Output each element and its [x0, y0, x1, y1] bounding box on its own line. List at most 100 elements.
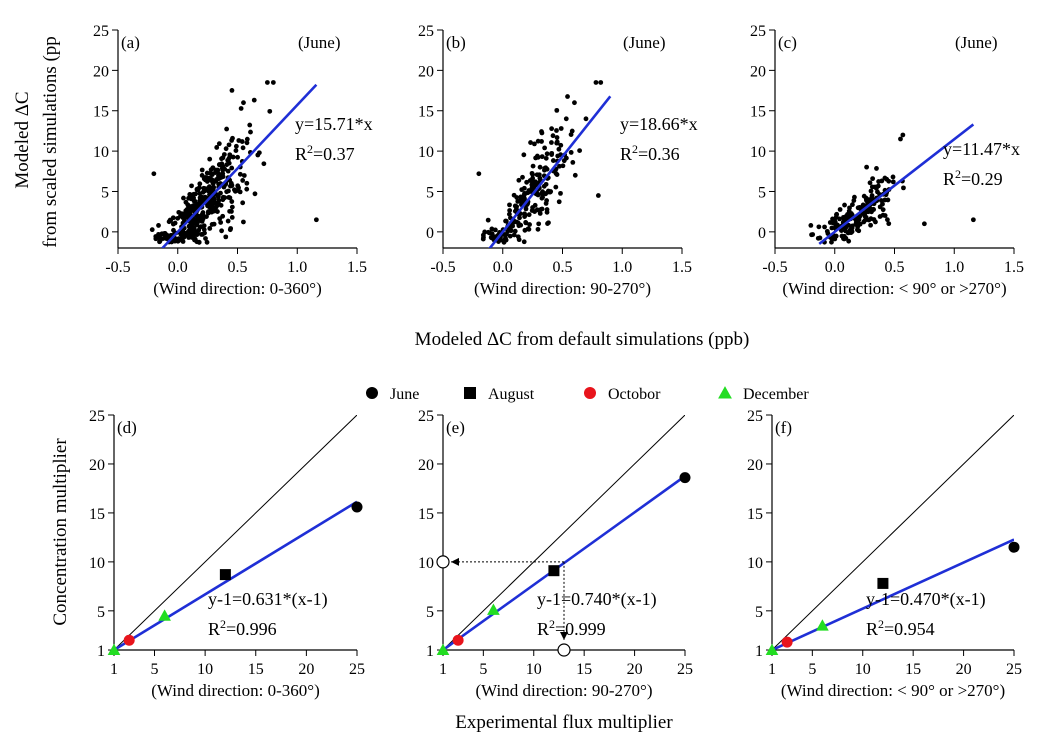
data-point [207, 156, 213, 162]
data-point [837, 216, 842, 222]
data-point [506, 211, 512, 217]
data-point [507, 233, 513, 239]
fit-r2: R2=0.996 [208, 617, 277, 639]
data-point [862, 213, 868, 219]
data-point [209, 222, 215, 227]
panel-a: -0.5 0.0 0.5 1.0 1.5 0 5 10 15 20 25 (Wind directio… [93, 23, 373, 298]
y-tick-label: 20 [750, 63, 766, 80]
y-tick-label: 25 [418, 23, 434, 40]
data-point [879, 178, 885, 184]
data-point-august [219, 569, 231, 581]
data-point [194, 232, 200, 238]
data-point [503, 237, 509, 243]
panel-subtitle: (Wind direction: 90-270°) [474, 279, 651, 298]
plot-area [443, 415, 685, 650]
data-point [207, 200, 213, 206]
data-point [550, 133, 556, 139]
panel-letter: (c) [778, 33, 797, 52]
data-point [861, 219, 867, 225]
legend-item-august: August [464, 386, 535, 403]
data-point [556, 199, 562, 205]
panel-month: (June) [298, 33, 340, 52]
data-point [842, 227, 848, 232]
data-point [485, 229, 491, 235]
data-point [508, 228, 514, 234]
x-tick-label: 15 [576, 661, 592, 678]
data-point [241, 100, 246, 106]
data-point [199, 218, 204, 224]
data-point [521, 239, 527, 245]
data-point [521, 152, 527, 158]
data-point [244, 186, 250, 192]
data-point [553, 184, 559, 190]
x-tick-label: 20 [956, 661, 972, 678]
data-point [236, 138, 242, 143]
data-point [522, 227, 528, 233]
data-point [215, 209, 220, 214]
data-point [530, 175, 536, 181]
guide-arrow-left [451, 557, 459, 566]
fit-line [488, 95, 612, 248]
data-point [526, 212, 532, 218]
data-point [901, 185, 906, 191]
data-point [191, 198, 197, 204]
data-point [847, 205, 852, 211]
data-point [524, 179, 530, 185]
data-point [188, 192, 194, 198]
data-point [535, 138, 541, 144]
data-point-december [436, 643, 450, 656]
data-point [536, 221, 542, 227]
r2-superscript: 2 [307, 142, 313, 156]
panel-letter: (d) [117, 418, 137, 437]
data-point [534, 153, 540, 159]
panel-subtitle: (Wind direction: 0-360°) [153, 279, 322, 298]
data-point [219, 156, 224, 162]
data-point-june [679, 472, 691, 484]
data-point [208, 189, 214, 195]
data-point [877, 214, 883, 219]
data-point [521, 185, 527, 191]
x-tick-label: 1 [110, 661, 118, 678]
data-point [549, 126, 555, 132]
data-point [225, 168, 231, 174]
legend-marker-octobor [584, 387, 596, 399]
data-point [200, 189, 206, 195]
panel-subtitle: (Wind direction: 90-270°) [475, 681, 652, 700]
data-point [218, 172, 223, 178]
data-point [224, 162, 230, 168]
data-point [868, 216, 874, 222]
data-point [568, 150, 574, 155]
x-tick-label: 1.0 [612, 259, 632, 276]
x-tick-label: 0.5 [885, 259, 905, 276]
data-point [222, 195, 228, 201]
data-point-june [351, 501, 363, 513]
y-tick-label: 1 [97, 643, 105, 660]
data-point [822, 224, 827, 230]
data-point [256, 150, 262, 156]
data-point [270, 80, 276, 85]
data-point [244, 180, 250, 186]
data-point [229, 209, 234, 214]
r2-value: =0.37 [313, 144, 355, 164]
data-point [229, 215, 235, 220]
data-point [848, 230, 854, 236]
x-tick-label: 0.5 [228, 259, 248, 276]
data-point [225, 218, 231, 224]
data-point [550, 158, 556, 163]
data-point [577, 148, 583, 154]
data-point [558, 142, 564, 148]
data-point [846, 238, 852, 244]
data-point [921, 221, 927, 227]
data-point [833, 233, 839, 239]
top-ylabel-line1: Modeled ΔC [12, 91, 33, 188]
data-point [583, 116, 589, 122]
data-point [189, 183, 194, 189]
panel-month: (June) [623, 33, 665, 52]
y-tick-label: 5 [755, 604, 763, 621]
plot-area [808, 123, 976, 245]
y-tick-label: 15 [750, 104, 766, 121]
panel-subtitle: (Wind direction: < 90° or >270°) [781, 681, 1005, 700]
y-tick-label: 15 [89, 506, 105, 523]
